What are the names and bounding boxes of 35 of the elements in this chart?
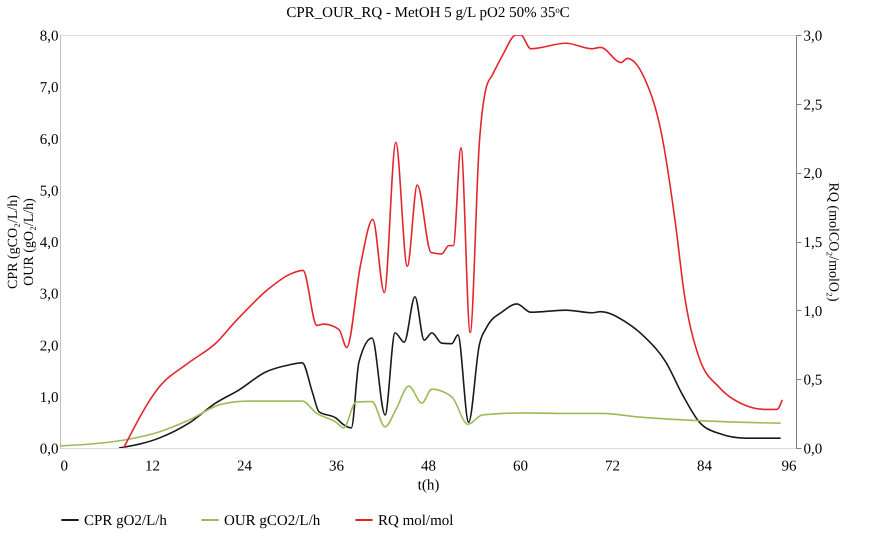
x-tick-label: 12 [145,458,160,474]
y2-tick-label: 3,0 [804,28,822,44]
y-tick-label: 4,0 [40,235,58,251]
y2-tick-label: 0,0 [804,442,822,458]
line-series [118,296,782,448]
y-tick-label: 8,0 [40,28,58,44]
legend-label: RQ mol/mol [378,513,454,529]
x-tick-label: 36 [329,458,344,474]
x-tick-label: 48 [421,458,436,474]
line-series [122,35,783,448]
chart-title: CPR_OUR_RQ - MetOH 5 g/L pO2 50% 35ᵒC [286,5,570,21]
y2-tick-label: 0,5 [804,372,822,389]
y-tick-label: 1,0 [40,390,58,406]
y-tick-label: 7,0 [40,80,58,96]
y-tick-label: 3,0 [40,286,58,303]
y2-axis-title: RQ (molCO₂/molO₂) [825,182,840,302]
x-tick-label: 84 [697,458,712,474]
legend-label: OUR gCO2/L/h [224,513,321,529]
x-tick-label: 24 [237,458,252,474]
legend-label: CPR gO2/L/h [84,513,168,529]
x-axis-title: t(h) [418,478,440,494]
y2-tick-label: 1,5 [804,235,822,251]
x-tick-label: 60 [513,458,528,474]
y-tick-label: 5,0 [40,183,58,200]
y2-tick-label: 2,0 [804,166,822,182]
x-tick-label: 96 [782,458,797,474]
y2-tick-label: 2,5 [804,97,822,114]
line-series [60,385,782,447]
y-tick-label: 2,0 [40,338,58,354]
y2-tick-label: 1,0 [804,304,822,320]
y-tick-label: 6,0 [40,132,58,148]
y-axis-title: CPR (gCO₂/L/h) OUR (gO₂/L/h) [6,194,37,289]
x-tick-label: 0 [60,458,68,474]
y-tick-label: 0,0 [40,442,58,458]
x-tick-label: 72 [605,458,620,474]
